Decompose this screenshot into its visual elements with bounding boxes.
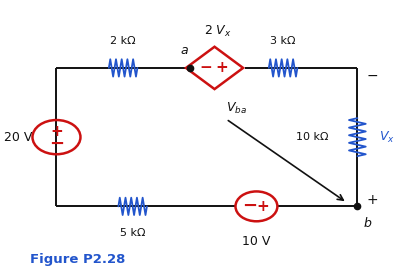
Text: −: − [367,69,378,83]
Text: +: + [50,124,63,139]
Text: +: + [256,199,269,214]
Text: $a$: $a$ [180,44,188,57]
Text: 10 V: 10 V [242,235,271,248]
Text: 20 V: 20 V [4,131,32,144]
Text: −: − [242,197,257,215]
Text: −: − [49,135,64,153]
Text: +: + [215,60,228,75]
Text: Figure P2.28: Figure P2.28 [30,253,125,266]
Text: 10 kΩ: 10 kΩ [296,132,329,142]
Text: 2 kΩ: 2 kΩ [110,36,136,46]
Text: +: + [367,193,378,207]
Text: $V_x$: $V_x$ [379,130,395,145]
Text: $V_{ba}$: $V_{ba}$ [226,101,247,116]
Text: 2 $V_x$: 2 $V_x$ [204,24,232,39]
Text: $b$: $b$ [363,216,372,230]
Text: 5 kΩ: 5 kΩ [120,228,145,238]
Text: 3 kΩ: 3 kΩ [270,36,296,46]
Text: −: − [200,60,212,75]
